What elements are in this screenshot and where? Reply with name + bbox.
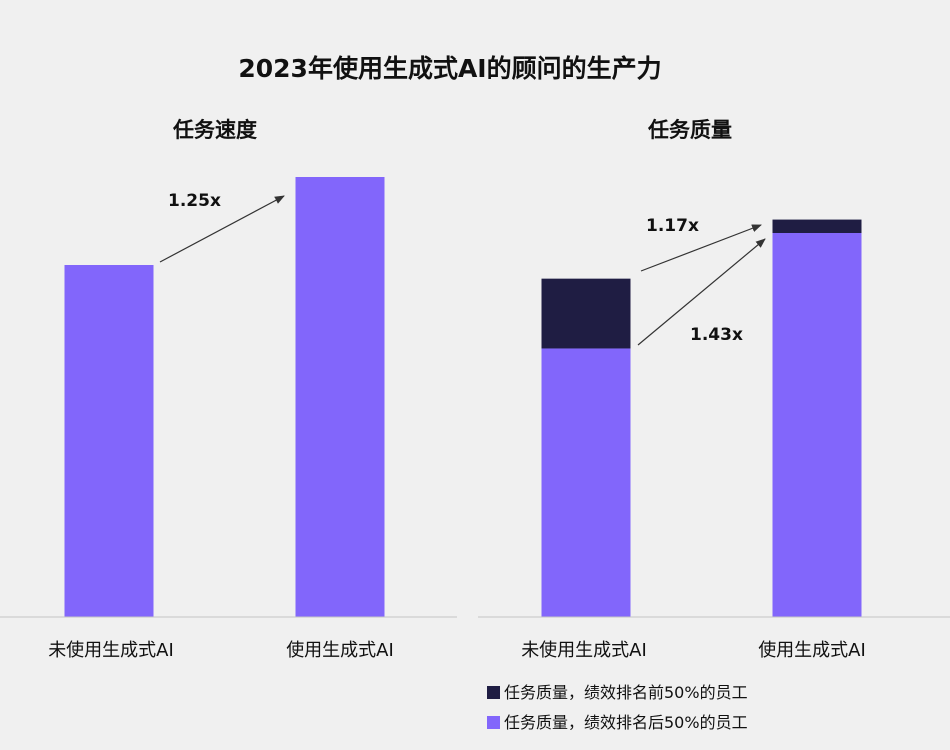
chart-title: 2023年使用生成式AI的顾问的生产力 (238, 54, 661, 83)
speed-growth-arrow (159, 195, 285, 263)
quality-bottom-label: 1.43x (690, 325, 743, 345)
speed-panel-title: 任务速度 (172, 118, 257, 142)
quality-bottom-arrow (637, 238, 766, 346)
quality-bar-1-series-0 (772, 233, 862, 617)
speed-bar-0 (64, 265, 154, 617)
quality-bar-0-series-0 (541, 348, 631, 617)
legend-label-bottom: 任务质量，绩效排名后50%的员工 (504, 713, 748, 732)
quality-panel-title: 任务质量 (647, 118, 732, 142)
quality-bars-group (541, 219, 862, 617)
speed-bars-group (64, 177, 385, 617)
quality-bar-1-series-1 (772, 219, 862, 233)
quality-top-arrow (640, 224, 762, 272)
quality-x-label-without-ai: 未使用生成式AI (521, 640, 647, 661)
speed-growth-label: 1.25x (168, 191, 221, 211)
legend-swatch-top (487, 686, 500, 699)
speed-x-label-with-ai: 使用生成式AI (286, 640, 394, 661)
quality-top-label: 1.17x (646, 216, 699, 236)
quality-bar-0-series-1 (541, 278, 631, 349)
quality-x-label-with-ai: 使用生成式AI (758, 640, 866, 661)
speed-bar-1 (295, 177, 385, 617)
legend-label-top: 任务质量，绩效排名前50%的员工 (504, 683, 748, 702)
legend-swatch-bottom (487, 716, 500, 729)
legend: 任务质量，绩效排名前50%的员工 任务质量，绩效排名后50%的员工 (487, 683, 748, 732)
speed-x-label-without-ai: 未使用生成式AI (48, 640, 174, 661)
